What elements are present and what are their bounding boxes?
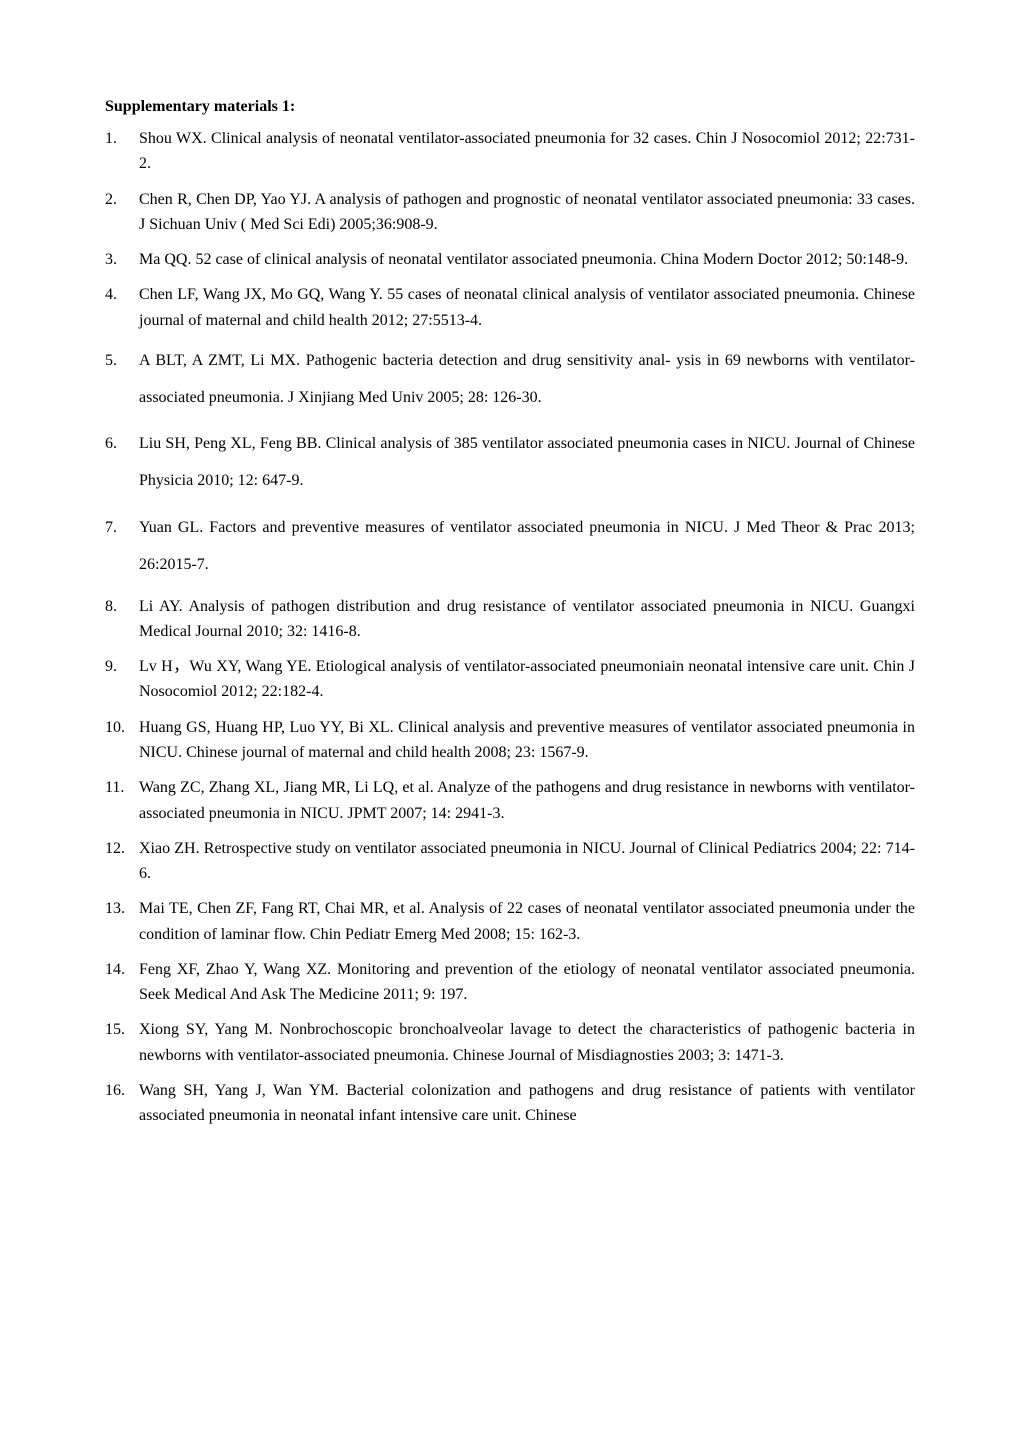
reference-text: Ma QQ. 52 case of clinical analysis of n… [139, 251, 908, 268]
reference-text: Wang ZC, Zhang XL, Jiang MR, Li LQ, et a… [139, 779, 915, 821]
section-title: Supplementary materials 1: [105, 98, 915, 116]
reference-item: A BLT, A ZMT, Li MX. Pathogenic bacteria… [105, 343, 915, 417]
reference-item: Yuan GL. Factors and preventive measures… [105, 510, 915, 584]
reference-text: Li AY. Analysis of pathogen distribution… [139, 598, 915, 640]
reference-list: Shou WX. Clinical analysis of neonatal v… [105, 126, 915, 1128]
reference-item: Li AY. Analysis of pathogen distribution… [105, 594, 915, 645]
reference-item: Chen R, Chen DP, Yao YJ. A analysis of p… [105, 187, 915, 238]
reference-text: Xiong SY, Yang M. Nonbrochoscopic bronch… [139, 1021, 915, 1063]
reference-text: Mai TE, Chen ZF, Fang RT, Chai MR, et al… [139, 900, 915, 942]
reference-text: Yuan GL. Factors and preventive measures… [139, 519, 915, 573]
reference-item: Ma QQ. 52 case of clinical analysis of n… [105, 247, 915, 272]
reference-text: Huang GS, Huang HP, Luo YY, Bi XL. Clini… [139, 719, 915, 761]
page: Supplementary materials 1: Shou WX. Clin… [0, 0, 1020, 1443]
reference-item: Shou WX. Clinical analysis of neonatal v… [105, 126, 915, 177]
reference-item: Wang ZC, Zhang XL, Jiang MR, Li LQ, et a… [105, 775, 915, 826]
reference-text: Chen R, Chen DP, Yao YJ. A analysis of p… [139, 191, 915, 233]
reference-item: Liu SH, Peng XL, Feng BB. Clinical analy… [105, 426, 915, 500]
reference-item: Lv H，Wu XY, Wang YE. Etiological analysi… [105, 654, 915, 705]
reference-text: Chen LF, Wang JX, Mo GQ, Wang Y. 55 case… [139, 286, 915, 328]
reference-item: Huang GS, Huang HP, Luo YY, Bi XL. Clini… [105, 715, 915, 766]
reference-item: Xiao ZH. Retrospective study on ventilat… [105, 836, 915, 887]
reference-text: A BLT, A ZMT, Li MX. Pathogenic bacteria… [139, 352, 915, 406]
reference-item: Feng XF, Zhao Y, Wang XZ. Monitoring and… [105, 957, 915, 1008]
reference-text: Liu SH, Peng XL, Feng BB. Clinical analy… [139, 435, 915, 489]
reference-text: Xiao ZH. Retrospective study on ventilat… [139, 840, 915, 882]
reference-item: Xiong SY, Yang M. Nonbrochoscopic bronch… [105, 1017, 915, 1068]
reference-item: Chen LF, Wang JX, Mo GQ, Wang Y. 55 case… [105, 282, 915, 333]
reference-text: Feng XF, Zhao Y, Wang XZ. Monitoring and… [139, 961, 915, 1003]
reference-text: Lv H，Wu XY, Wang YE. Etiological analysi… [139, 658, 915, 700]
reference-text: Wang SH, Yang J, Wan YM. Bacterial colon… [139, 1082, 915, 1124]
reference-text: Shou WX. Clinical analysis of neonatal v… [139, 130, 915, 172]
reference-item: Wang SH, Yang J, Wan YM. Bacterial colon… [105, 1078, 915, 1129]
reference-item: Mai TE, Chen ZF, Fang RT, Chai MR, et al… [105, 896, 915, 947]
